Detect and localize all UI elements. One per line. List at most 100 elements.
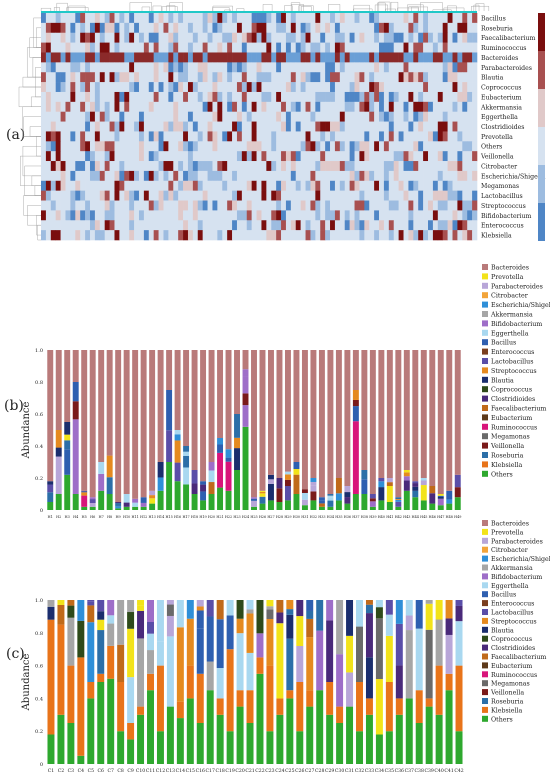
heatmap-cell [55,131,61,142]
heatmap-cell [207,42,213,53]
heatmap-cell [261,141,267,152]
y-tick-label: 0.4 [35,696,43,702]
x-tick-label: C27 [305,768,314,774]
heatmap-cell [403,101,409,112]
heatmap-cell [271,190,277,201]
heatmap-row-label: Enterococcus [481,223,524,230]
bar-segment [361,350,368,470]
x-tick-label: H19 [199,515,206,519]
heatmap-cell [192,91,199,103]
dendrogram-branch [35,67,41,98]
bar [246,600,254,764]
heatmap-cell [99,121,105,132]
heatmap-cell [281,42,287,53]
heatmap-cell [467,62,473,73]
bar-segment [225,490,232,510]
heatmap-cell [222,121,228,132]
heatmap-cell [138,22,145,34]
bar-segment [156,665,164,732]
heatmap-cell [428,230,434,241]
heatmap-cell [183,121,189,132]
heatmap-cell [251,62,257,73]
scale-segment [538,203,545,241]
bar-segment [284,486,291,501]
heatmap-cell [256,161,262,172]
heatmap-cell [364,161,370,172]
heatmap-cell [398,190,404,201]
x-tick-label: C1 [48,768,55,774]
heatmap-cell [295,161,301,172]
heatmap-cell [129,220,135,231]
heatmap-cell [212,200,218,211]
heatmap-cell [398,32,404,43]
bar-segment [445,618,453,635]
heatmap-cell [129,210,135,221]
heatmap-cell [143,91,150,103]
bar-segment [369,506,376,510]
bar-segment [296,731,304,764]
bar-segment [344,497,351,504]
heatmap-cell [163,111,169,122]
heatmap-cell [320,180,326,191]
heatmap-cell [138,190,145,201]
heatmap-cell [452,32,458,43]
heatmap-cell [447,141,453,152]
heatmap-cell [45,52,52,63]
heatmap-cell [325,72,331,83]
heatmap-cell [246,82,252,93]
bar-segment [147,673,154,691]
heatmap-cell [55,13,61,24]
heatmap-cell [60,121,66,132]
heatmap-cell [236,32,243,43]
heatmap-cell [413,131,419,142]
heatmap-cell [143,101,150,112]
heatmap-cell [339,141,346,152]
heatmap-cell [408,151,414,162]
dendrogram-branch [56,3,68,11]
dendrogram-branch [290,2,301,11]
bar [166,350,173,510]
heatmap-cell [349,190,355,201]
heatmap-cell [281,121,287,132]
heatmap-cell [163,22,169,34]
heatmap-cell [236,72,243,83]
bar-segment [57,624,65,715]
bar-segment [97,682,105,764]
bar [385,600,393,764]
heatmap-cell [379,42,385,53]
legend-swatch [482,680,488,687]
heatmap-cell [178,91,184,103]
heatmap-cell [94,13,101,24]
heatmap-cell [432,52,439,63]
heatmap-cell [50,32,56,43]
heatmap-cell [330,82,336,93]
heatmap-cell [163,141,169,152]
bar-segment [217,452,224,488]
heatmap-cell [261,42,267,53]
heatmap-cell [364,210,370,221]
heatmap-cell [41,32,47,43]
dendrogram-branch [212,7,230,11]
heatmap-cell [50,22,56,34]
heatmap-cell [359,13,365,24]
heatmap-cell [369,180,375,191]
heatmap-cell [261,131,267,142]
heatmap-cell [349,170,355,182]
bar-segment [174,430,181,435]
heatmap-cell [413,180,419,191]
heatmap-cell [173,82,179,93]
heatmap-cell [457,210,463,221]
bar-segment [306,600,314,611]
heatmap-cell [408,72,414,83]
heatmap-cell [80,91,86,103]
heatmap-cell [325,42,331,53]
heatmap-cell [261,72,267,83]
heatmap-cell [472,111,478,122]
heatmap-cell [276,151,282,162]
heatmap-cell [104,32,110,43]
heatmap-cell [398,101,404,112]
x-tick-label: C23 [265,768,274,774]
heatmap-cell [437,170,444,182]
heatmap-cell [94,161,101,172]
heatmap-cell [423,82,429,93]
